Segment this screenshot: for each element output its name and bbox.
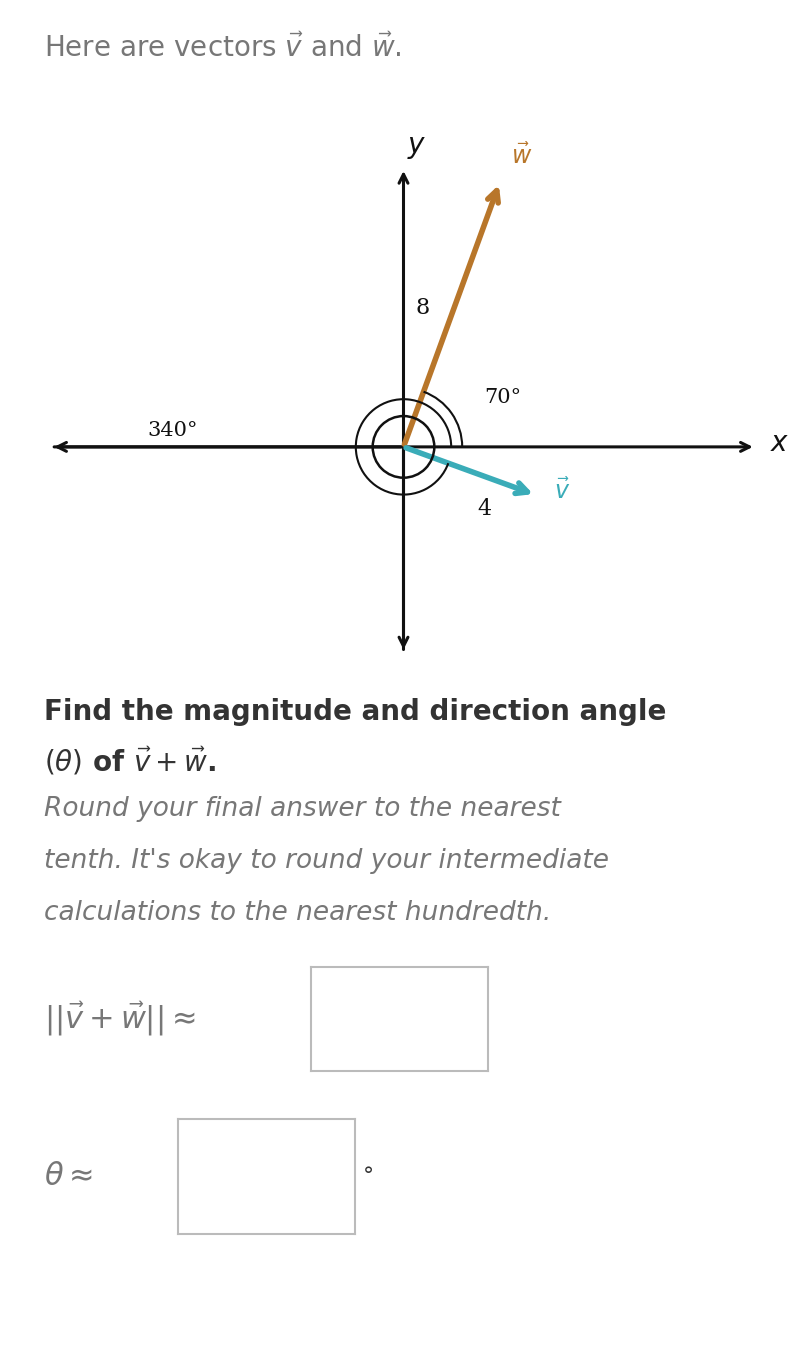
Text: Round your final answer to the nearest: Round your final answer to the nearest <box>44 796 561 822</box>
Text: $\vec{v}$: $\vec{v}$ <box>554 479 571 505</box>
Text: Find the magnitude and direction angle: Find the magnitude and direction angle <box>44 698 667 725</box>
Text: tenth. It's okay to round your intermediate: tenth. It's okay to round your intermedi… <box>44 848 609 874</box>
Text: 8: 8 <box>415 297 429 319</box>
Text: $x$: $x$ <box>771 430 790 457</box>
Text: $y$: $y$ <box>407 134 426 161</box>
Text: °: ° <box>363 1167 374 1186</box>
Text: calculations to the nearest hundredth.: calculations to the nearest hundredth. <box>44 900 552 926</box>
Text: $(\theta)$ of $\vec{v} + \vec{w}$.: $(\theta)$ of $\vec{v} + \vec{w}$. <box>44 746 216 777</box>
Text: Here are vectors $\vec{v}$ and $\vec{w}$.: Here are vectors $\vec{v}$ and $\vec{w}$… <box>44 34 402 63</box>
Text: 340°: 340° <box>148 421 198 440</box>
Text: $\vec{w}$: $\vec{w}$ <box>511 144 532 170</box>
Text: $\theta \approx$: $\theta \approx$ <box>44 1161 94 1192</box>
Text: $||\vec{v} + \vec{w}|| \approx$: $||\vec{v} + \vec{w}|| \approx$ <box>44 1000 196 1038</box>
Text: 4: 4 <box>477 498 491 520</box>
Text: 70°: 70° <box>484 387 521 406</box>
